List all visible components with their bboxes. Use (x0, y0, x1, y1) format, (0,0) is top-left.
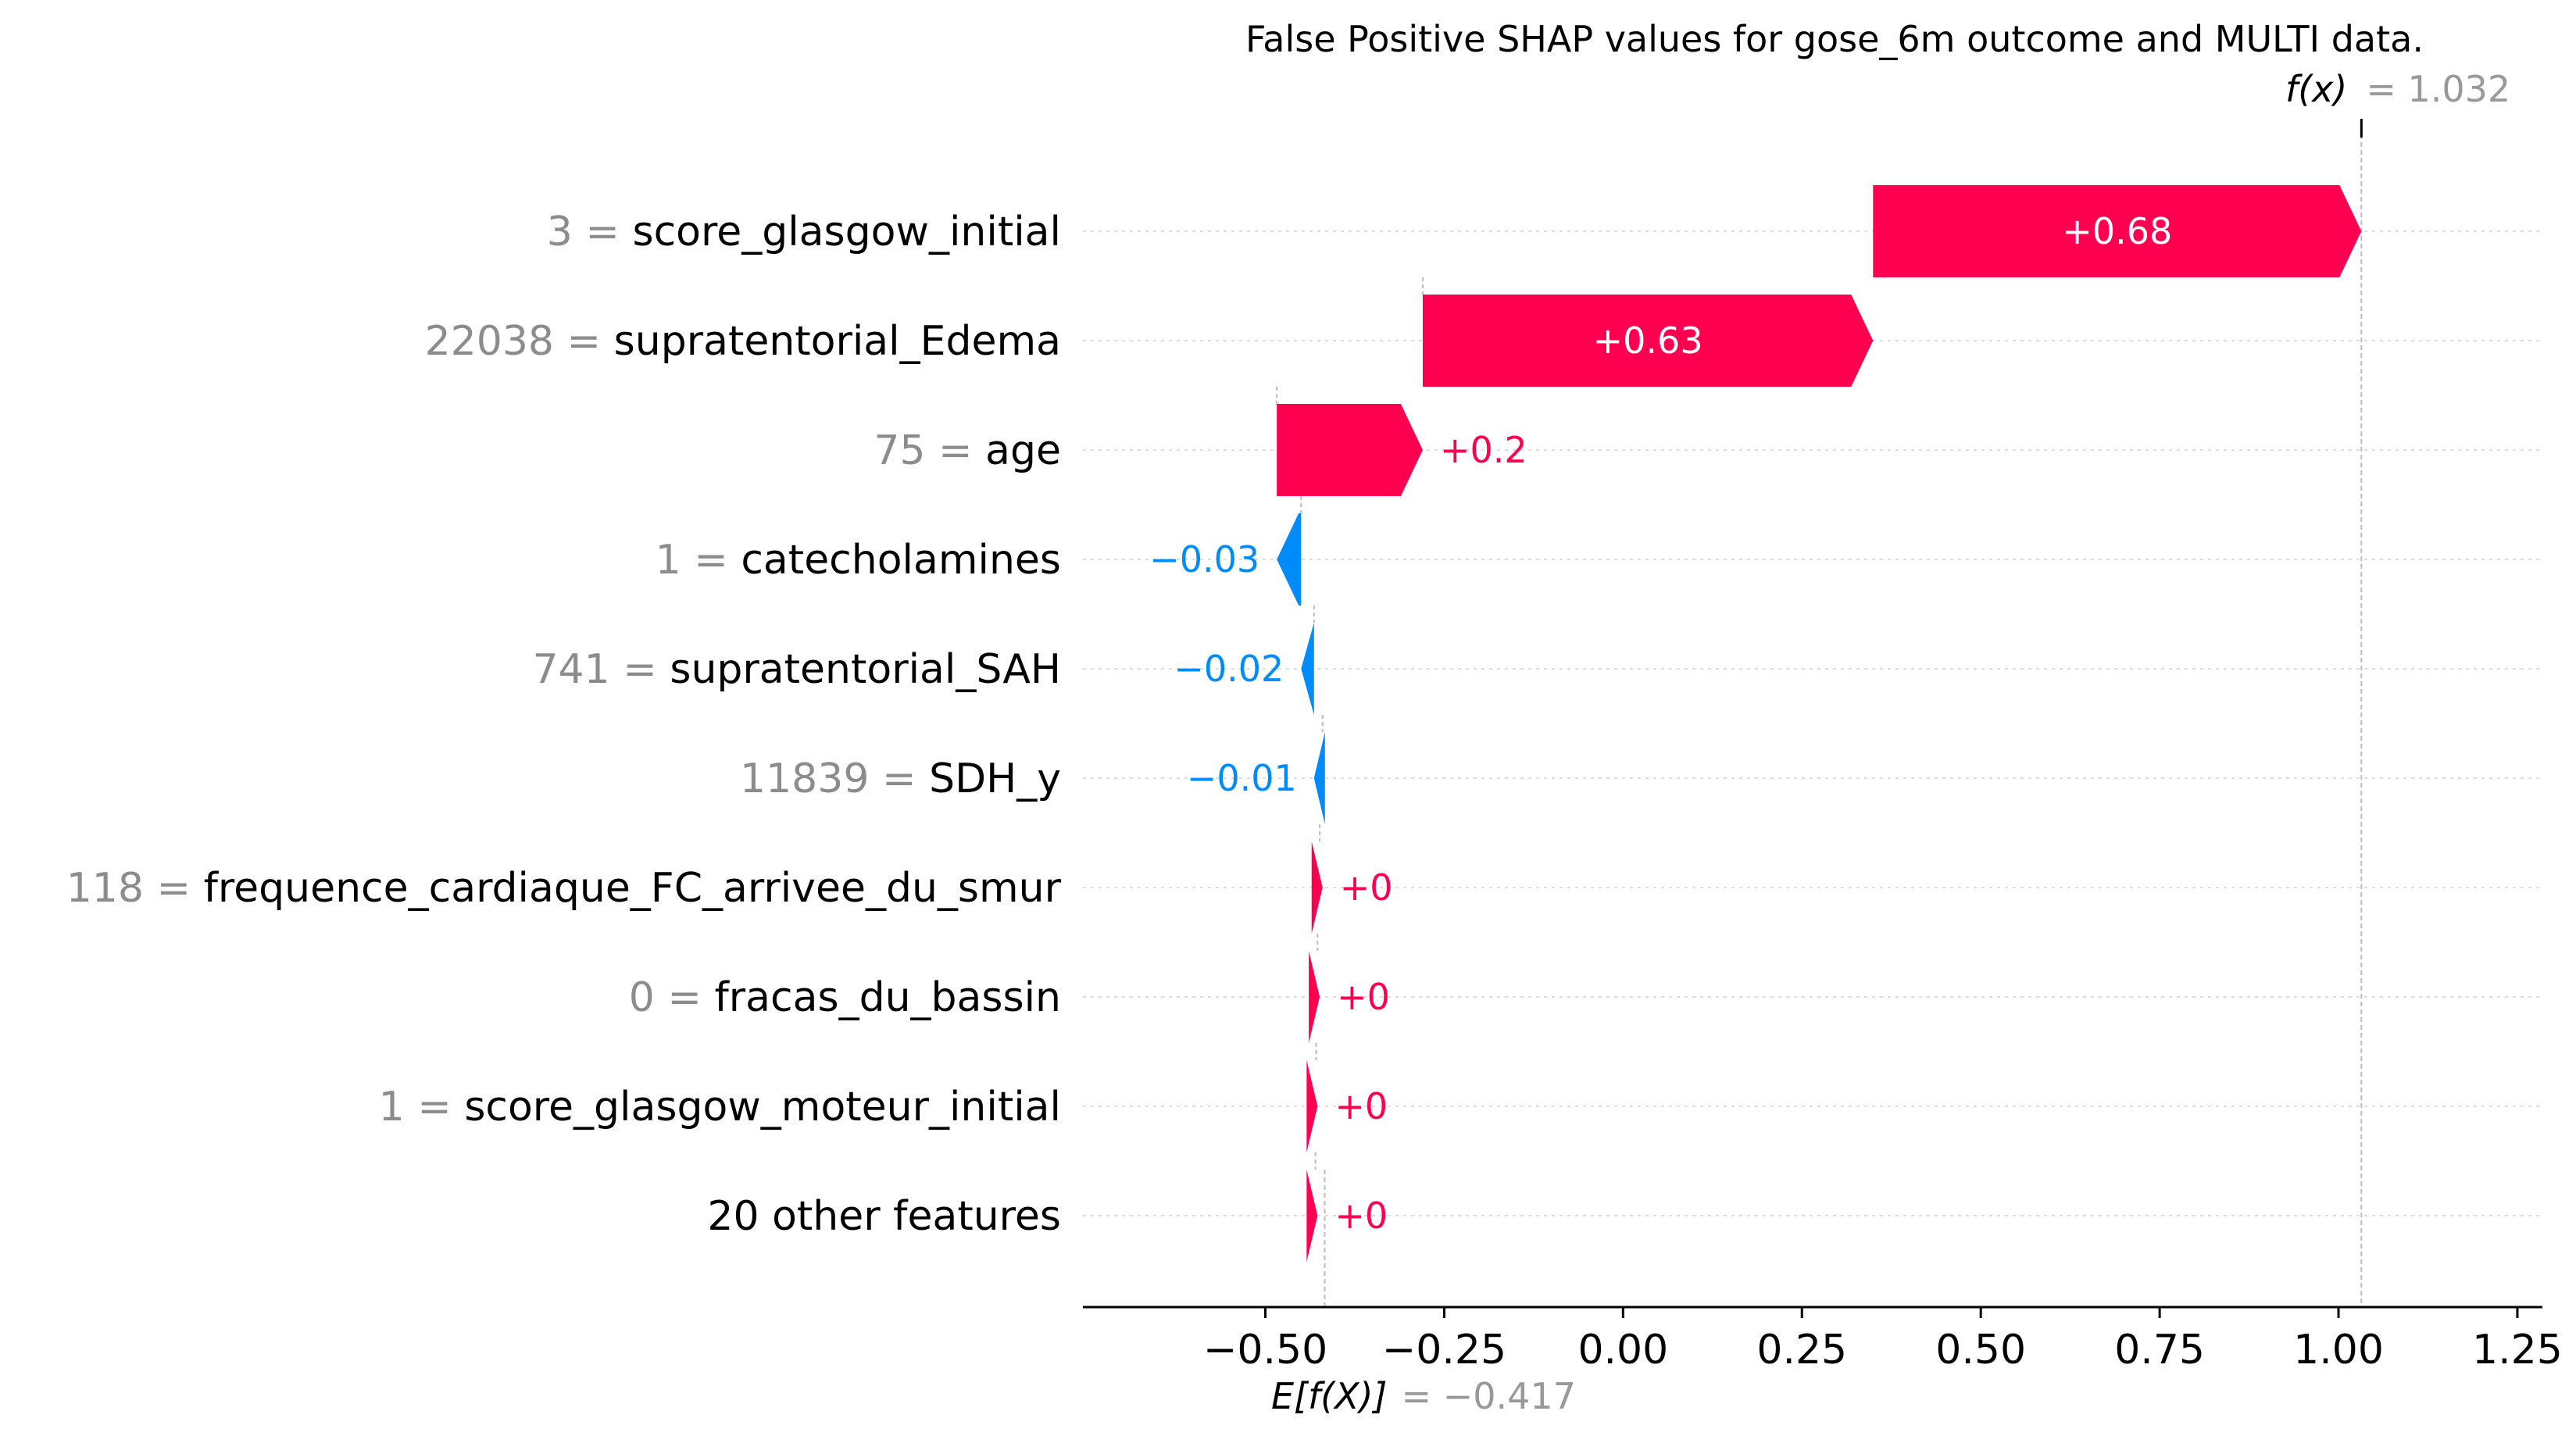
bar-value-label: −0.01 (1187, 757, 1297, 799)
shap-bar (1873, 185, 2362, 277)
feature-label: 22038 = supratentorial_Edema (425, 318, 1061, 365)
feature-name: catecholamines (741, 537, 1061, 584)
x-tick-label: −0.50 (1203, 1327, 1327, 1373)
base-value-label: E[f(X)] (1271, 1375, 1388, 1417)
x-tick-label: 0.50 (1935, 1327, 2026, 1373)
bar-value-label: −0.02 (1174, 648, 1284, 690)
feature-name: supratentorial_Edema (614, 318, 1061, 365)
feature-value: 1 = (656, 537, 741, 584)
shap-bar (1313, 732, 1325, 824)
feature-labels: +0.68 3 = score_glasgow_initial +0.63 22038… (66, 209, 2173, 1240)
feature-value: 1 = (379, 1084, 465, 1131)
bar-value-label: +0.63 (1593, 320, 1703, 362)
feature-label: 1 = score_glasgow_moteur_initial (379, 1084, 1061, 1131)
feature-name: fracas_du_bassin (714, 974, 1061, 1021)
output-value-label: f(x) (2285, 68, 2347, 110)
x-tick-label: 1.25 (2472, 1327, 2563, 1373)
feature-label: 75 = age (874, 427, 1061, 474)
feature-label: 1 = catecholamines (656, 537, 1061, 584)
shap-bar (1306, 1170, 1318, 1262)
bar-value-label: +0 (1334, 1195, 1388, 1237)
feature-value: 11839 = (740, 756, 929, 802)
bar-value-label: +0 (1340, 866, 1393, 909)
feature-value: 22038 = (425, 318, 614, 365)
feature-value: 741 = (532, 646, 670, 693)
shap-bar (1301, 623, 1314, 715)
feature-label: 3 = score_glasgow_initial (547, 209, 1061, 255)
x-axis: −0.50 −0.25 0.00 0.25 0.50 0.75 1.00 1.25 (1083, 1306, 2563, 1373)
feature-label: 118 = frequence_cardiaque_FC_arrivee_du_… (66, 865, 1062, 912)
x-tick-label: −0.25 (1382, 1327, 1506, 1373)
feature-name: score_glasgow_moteur_initial (464, 1084, 1061, 1131)
shap-bar (1277, 404, 1423, 496)
shap-bar (1277, 513, 1302, 605)
x-tick-label: 1.00 (2293, 1327, 2384, 1373)
feature-name: 20 other features (707, 1193, 1061, 1240)
base-value-number: = −0.417 (1402, 1375, 1576, 1417)
reference-lines (1276, 119, 2363, 1307)
feature-label: 741 = supratentorial_SAH (532, 646, 1061, 693)
feature-value: 75 = (874, 427, 985, 474)
feature-value: 118 = (66, 865, 204, 912)
bar-value-label: +0.2 (1440, 429, 1527, 471)
base-value-annotation: E[f(X)] = −0.417 (1271, 1375, 1576, 1417)
shap-bar (1309, 951, 1320, 1043)
bar-value-label: +0.68 (2062, 210, 2172, 252)
feature-name: frequence_cardiaque_FC_arrivee_du_smur (204, 865, 1062, 912)
bars (1277, 185, 2362, 1262)
feature-label: 0 = fracas_du_bassin (629, 974, 1061, 1021)
feature-value: 3 = (547, 209, 633, 255)
output-value-annotation: f(x) = 1.032 (2285, 68, 2510, 110)
bar-value-label: +0 (1334, 1085, 1388, 1127)
x-tick-label: 0.75 (2114, 1327, 2205, 1373)
feature-name: SDH_y (929, 756, 1061, 802)
shap-bar (1311, 841, 1323, 934)
feature-name: score_glasgow_initial (633, 209, 1062, 255)
bar-value-label: −0.03 (1149, 538, 1259, 580)
feature-label: 20 other features (707, 1193, 1061, 1240)
x-tick-label: 0.00 (1577, 1327, 1668, 1373)
feature-value: 0 = (629, 974, 715, 1021)
shap-bar (1306, 1060, 1318, 1152)
feature-name: age (985, 427, 1061, 474)
feature-name: supratentorial_SAH (670, 646, 1061, 693)
output-value-number: = 1.032 (2366, 68, 2510, 110)
bar-value-label: +0 (1337, 976, 1390, 1018)
shap-bar (1422, 295, 1874, 387)
chart-title: False Positive SHAP values for gose_6m o… (1245, 18, 2424, 60)
feature-label: 11839 = SDH_y (740, 756, 1061, 802)
x-tick-label: 0.25 (1756, 1327, 1847, 1373)
